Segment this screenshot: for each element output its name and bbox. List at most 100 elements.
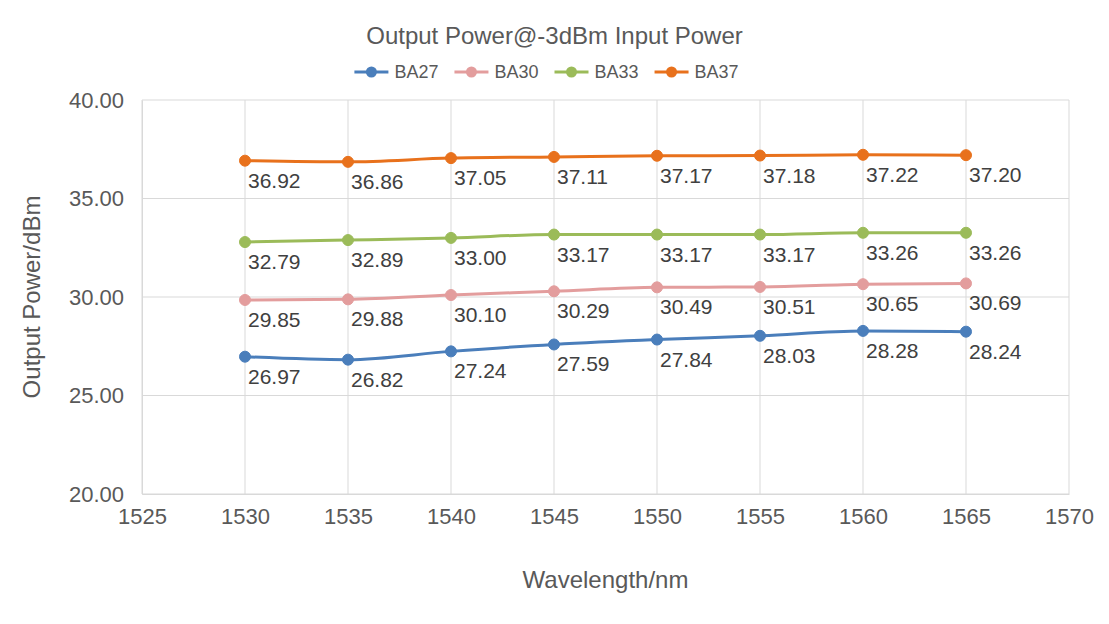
x-tick: 1545 bbox=[530, 494, 579, 529]
x-axis: 1525153015351540154515501555156015651570 bbox=[118, 494, 1094, 529]
legend-item: BA37 bbox=[655, 62, 739, 82]
legend-marker bbox=[466, 67, 477, 78]
legend-item: BA33 bbox=[555, 62, 639, 82]
data-point bbox=[961, 278, 972, 289]
axis-line bbox=[143, 494, 1070, 495]
data-label: 29.85 bbox=[248, 308, 301, 331]
x-tick: 1550 bbox=[633, 494, 682, 529]
data-point bbox=[549, 339, 560, 350]
data-label: 27.84 bbox=[660, 348, 713, 371]
data-point bbox=[446, 290, 457, 301]
grid-line-y bbox=[142, 494, 1069, 495]
data-label: 37.20 bbox=[969, 163, 1022, 186]
grid-line-y bbox=[142, 198, 1069, 199]
data-label: 36.86 bbox=[351, 170, 404, 193]
data-label: 33.26 bbox=[969, 241, 1022, 264]
x-axis-title: Wavelength/nm bbox=[523, 566, 689, 593]
y-tick: 35.00 bbox=[69, 186, 142, 211]
x-tick: 1525 bbox=[118, 494, 167, 529]
x-tick-label: 1570 bbox=[1045, 504, 1094, 529]
data-label: 26.82 bbox=[351, 368, 404, 391]
data-label: 28.28 bbox=[866, 339, 919, 362]
y-axis: 20.00 25.00 30.00 35.00 40.00 bbox=[69, 88, 143, 507]
data-label: 29.88 bbox=[351, 307, 404, 330]
y-tick-label: 35.00 bbox=[69, 186, 124, 211]
data-point bbox=[343, 235, 354, 246]
data-point bbox=[652, 150, 663, 161]
data-point bbox=[652, 229, 663, 240]
data-point bbox=[858, 279, 869, 290]
data-point bbox=[755, 229, 766, 240]
data-point bbox=[755, 281, 766, 292]
data-label: 33.26 bbox=[866, 241, 919, 264]
legend-label: BA27 bbox=[394, 62, 438, 82]
y-tick-label: 25.00 bbox=[69, 383, 124, 408]
x-tick: 1530 bbox=[221, 494, 270, 529]
data-point bbox=[240, 155, 251, 166]
x-tick: 1565 bbox=[942, 494, 991, 529]
data-point bbox=[652, 282, 663, 293]
legend-item: BA27 bbox=[354, 62, 438, 82]
grid-line-y bbox=[142, 395, 1069, 396]
y-axis-title: Output Power/dBm bbox=[18, 196, 45, 399]
legend-marker bbox=[666, 67, 677, 78]
data-label: 33.17 bbox=[557, 243, 610, 266]
data-label: 37.05 bbox=[454, 166, 507, 189]
data-point bbox=[549, 286, 560, 297]
data-label: 37.17 bbox=[660, 164, 713, 187]
x-tick-label: 1530 bbox=[221, 504, 270, 529]
data-point bbox=[755, 150, 766, 161]
x-tick: 1555 bbox=[736, 494, 785, 529]
data-point bbox=[652, 334, 663, 345]
y-tick: 20.00 bbox=[69, 482, 142, 507]
data-label: 27.24 bbox=[454, 359, 507, 382]
data-label: 30.49 bbox=[660, 295, 713, 318]
legend-item: BA30 bbox=[454, 62, 538, 82]
data-label: 37.11 bbox=[557, 165, 608, 188]
y-tick: 25.00 bbox=[69, 383, 142, 408]
data-label: 30.65 bbox=[866, 292, 919, 315]
data-label: 36.92 bbox=[248, 169, 301, 192]
data-point bbox=[858, 227, 869, 238]
data-point bbox=[446, 346, 457, 357]
legend-label: BA37 bbox=[695, 62, 739, 82]
y-tick: 30.00 bbox=[69, 285, 142, 310]
data-point bbox=[240, 294, 251, 305]
grid-line-x bbox=[142, 100, 143, 494]
data-label: 30.29 bbox=[557, 299, 610, 322]
x-tick-label: 1540 bbox=[427, 504, 476, 529]
data-label: 33.00 bbox=[454, 246, 507, 269]
data-label: 30.10 bbox=[454, 303, 507, 326]
data-point bbox=[858, 149, 869, 160]
data-label: 28.24 bbox=[969, 340, 1022, 363]
data-label: 33.17 bbox=[660, 243, 713, 266]
data-label: 33.17 bbox=[763, 243, 816, 266]
legend: BA27 BA30 BA33 BA37 bbox=[354, 62, 738, 82]
y-tick-label: 40.00 bbox=[69, 88, 124, 113]
x-tick-label: 1550 bbox=[633, 504, 682, 529]
axis-line bbox=[142, 101, 143, 495]
chart: 1525153015351540154515501555156015651570… bbox=[0, 0, 1109, 624]
data-point bbox=[240, 237, 251, 248]
grid-line-y bbox=[142, 297, 1069, 298]
data-label: 30.69 bbox=[969, 291, 1022, 314]
data-point bbox=[343, 156, 354, 167]
legend-label: BA33 bbox=[595, 62, 639, 82]
legend-label: BA30 bbox=[494, 62, 538, 82]
data-label: 28.03 bbox=[763, 344, 816, 367]
data-point bbox=[343, 354, 354, 365]
data-point bbox=[858, 325, 869, 336]
data-label: 32.89 bbox=[351, 248, 404, 271]
y-tick-label: 30.00 bbox=[69, 285, 124, 310]
data-label: 30.51 bbox=[763, 295, 816, 318]
data-labels: 26.9726.8227.2427.5927.8428.0328.2828.24… bbox=[248, 163, 1022, 391]
data-point bbox=[446, 232, 457, 243]
y-tick-label: 20.00 bbox=[69, 482, 124, 507]
x-tick-label: 1535 bbox=[324, 504, 373, 529]
data-point bbox=[446, 153, 457, 164]
y-tick: 40.00 bbox=[69, 88, 142, 113]
grid-line-y bbox=[142, 100, 1069, 101]
data-point bbox=[343, 294, 354, 305]
data-point bbox=[961, 227, 972, 238]
chart-title: Output Power@-3dBm Input Power bbox=[366, 22, 743, 49]
